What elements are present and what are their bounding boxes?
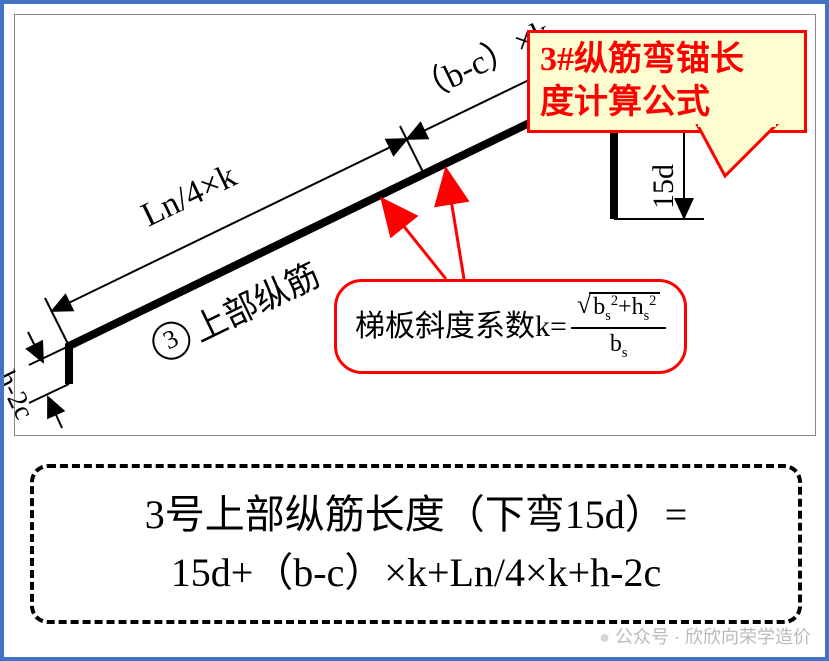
sub2: s xyxy=(644,308,650,324)
result-line2: 15d+（b-c）×k+Ln/4×k+h-2c xyxy=(56,544,776,602)
result-box: 3号上部纵筋长度（下弯15d）= 15d+（b-c）×k+Ln/4×k+h-2c xyxy=(30,464,802,624)
frac-bs: b xyxy=(593,294,605,320)
watermark-text: 公众号 · 欣欣向荣学造价 xyxy=(615,627,811,647)
result-line1: 3号上部纵筋长度（下弯15d）= xyxy=(56,486,776,544)
sub1: s xyxy=(605,308,611,324)
sub3: s xyxy=(622,344,628,360)
watermark: ● 公众号 · 欣欣向荣学造价 xyxy=(599,623,811,649)
den-bs: b xyxy=(610,331,622,357)
frac-hs: h xyxy=(632,294,644,320)
callout-box: 3#纵筋弯锚长 度计算公式 xyxy=(527,30,807,133)
formula-box: 梯板斜度系数k= √ bs2+hs2 bs xyxy=(334,279,687,374)
callout-tail xyxy=(547,124,807,194)
dim-h2c xyxy=(28,332,69,428)
callout-line1: 3#纵筋弯锚长 xyxy=(540,39,794,82)
callout-line2: 度计算公式 xyxy=(540,82,794,125)
formula-prefix: 梯板斜度系数k= xyxy=(355,310,567,343)
figure-frame: Ln/4×k （b-c）×k 15d h-2c 3 上部纵筋 3#纵筋弯锚长 度… xyxy=(0,0,829,661)
formula-fraction: √ bs2+hs2 bs xyxy=(571,292,666,361)
